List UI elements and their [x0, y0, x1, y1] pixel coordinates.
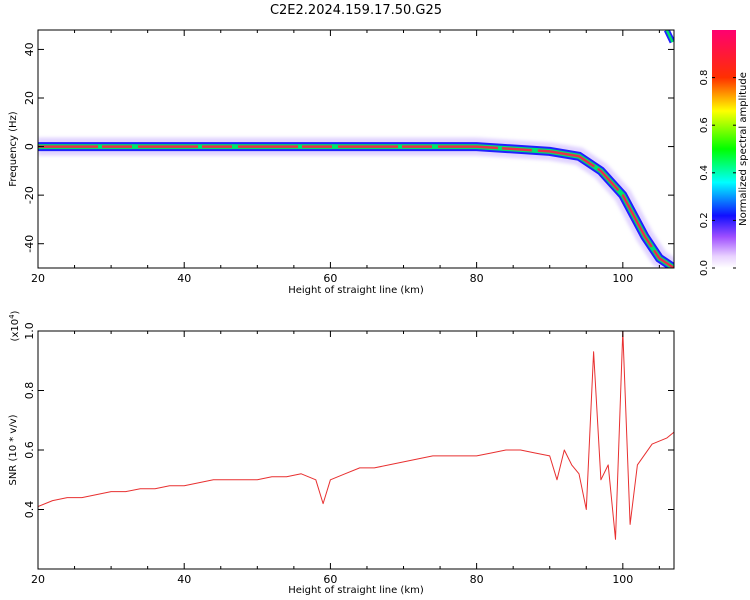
- ridge-halo: [38, 137, 674, 268]
- spectrogram-y-tick-label: -20: [23, 186, 36, 204]
- colorbar-tick-label: 0.2: [699, 212, 710, 228]
- snr-panel: 20 40 60 80 100 0.4 0.6 0.8 1.0 Height of straig…: [8, 310, 675, 596]
- snr-y-tick-label: 1.0: [23, 322, 36, 340]
- snr-x-label: Height of straight line (km): [288, 585, 424, 596]
- snr-y-tick-label: 0.6: [23, 441, 36, 459]
- snr-y-label: SNR (10 * v/v): [8, 414, 19, 485]
- spectrogram-x-tick-label: 80: [470, 272, 484, 285]
- spectrogram-y-label: Frequency (Hz): [8, 111, 19, 187]
- snr-series-line: [38, 331, 674, 540]
- ridge-upper-core: [665, 30, 674, 43]
- colorbar-tick-label: 0.0: [699, 260, 710, 276]
- spectrogram-y-tick-label: 0: [23, 143, 36, 150]
- chart-title: C2E2.2024.159.17.50.G25: [270, 3, 442, 18]
- spectrogram-x-tick-label: 100: [612, 272, 633, 285]
- spectrogram-y-tick-label: 20: [23, 91, 36, 105]
- snr-x-tick-label: 60: [323, 573, 337, 586]
- spectrogram-x-tick-label: 40: [177, 272, 191, 285]
- snr-x-tick-label: 40: [177, 573, 191, 586]
- spectrogram-ridge: [38, 30, 674, 268]
- spectrogram-x-tick-label: 60: [323, 272, 337, 285]
- spectrogram-frame: [37, 29, 675, 269]
- spectrogram-panel: 20 40 60 80 100 -40 -20 0 20 40 Height of straigh…: [8, 29, 675, 296]
- snr-x-tick-label: 100: [612, 573, 633, 586]
- spectrogram-x-label: Height of straight line (km): [288, 285, 424, 296]
- colorbar-gradient: [712, 30, 736, 268]
- colorbar-tick-label: 0.8: [699, 70, 710, 86]
- snr-frame: [37, 330, 675, 570]
- spectrogram-axis-ticks: 20 40 60 80 100 -40 -20 0 20 40: [23, 30, 674, 285]
- spectrogram-x-tick-label: 20: [31, 272, 45, 285]
- snr-y-multiplier-exp: 4: [8, 314, 16, 319]
- colorbar-ticks: 0.0 0.2 0.4 0.6 0.8: [699, 70, 736, 276]
- colorbar-label: Normalized spectral amplitude: [738, 72, 749, 226]
- ridge-peak-core: [38, 145, 674, 268]
- spectrogram-y-tick-label: 40: [23, 42, 36, 56]
- snr-axis-ticks: 20 40 60 80 100 0.4 0.6 0.8 1.0: [23, 322, 674, 586]
- spectrogram-y-tick-label: -40: [23, 235, 36, 253]
- colorbar-tick-label: 0.6: [699, 117, 710, 133]
- snr-y-tick-label: 0.4: [23, 501, 36, 519]
- colorbar: 0.0 0.2 0.4 0.6 0.8 Normalized spectral ampl…: [699, 30, 749, 276]
- snr-x-tick-label: 20: [31, 573, 45, 586]
- snr-y-tick-label: 0.8: [23, 382, 36, 400]
- colorbar-tick-label: 0.4: [699, 165, 710, 181]
- snr-x-tick-label: 80: [470, 573, 484, 586]
- snr-y-multiplier: (x104): [8, 310, 21, 341]
